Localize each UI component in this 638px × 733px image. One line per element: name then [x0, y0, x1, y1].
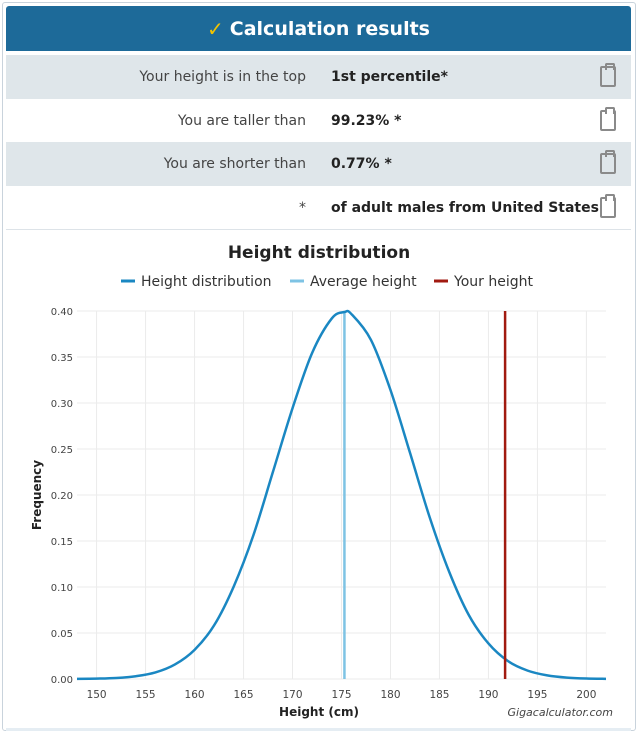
x-tick-label: 195 — [527, 689, 547, 701]
result-label: You are shorter than — [163, 156, 306, 172]
ticks: 0.00 0.05 0.10 0.15 0.20 0.25 0.30 0.35 0.40 150 1… — [51, 307, 597, 701]
result-value: of adult males from United States — [331, 200, 599, 216]
y-tick-label: 0.40 — [51, 307, 73, 318]
clipboard-icon[interactable] — [600, 63, 616, 87]
legend: Height distribution Average height Your he… — [121, 274, 533, 290]
results-title: Calculation results — [229, 17, 430, 40]
legend-label: Average height — [310, 274, 417, 290]
y-tick-label: 0.35 — [51, 353, 73, 364]
x-tick-label: 175 — [331, 689, 351, 701]
result-row-footnote: * of adult males from United States — [6, 186, 631, 230]
clipboard-icon[interactable] — [600, 107, 616, 131]
y-tick-label: 0.00 — [51, 675, 73, 686]
x-tick-label: 185 — [429, 689, 449, 701]
chart-title: Height distribution — [228, 243, 410, 263]
result-label: You are taller than — [177, 113, 306, 129]
clipboard-icon[interactable] — [600, 150, 616, 174]
x-tick-label: 200 — [576, 689, 596, 701]
y-tick-label: 0.25 — [51, 445, 73, 456]
result-row-shorter: You are shorter than 0.77% * — [6, 142, 631, 186]
watermark: Gigacalculator.com — [507, 706, 613, 719]
result-value: 99.23% * — [331, 113, 402, 129]
y-axis-label: Frequency — [30, 460, 44, 530]
x-tick-label: 165 — [234, 689, 254, 701]
result-label: Your height is in the top — [139, 69, 306, 85]
x-tick-label: 190 — [478, 689, 498, 701]
result-row-taller: You are taller than 99.23% * — [6, 99, 631, 143]
x-tick-label: 180 — [380, 689, 400, 701]
height-distribution-line — [76, 309, 607, 681]
y-tick-label: 0.30 — [51, 399, 73, 410]
x-tick-label: 155 — [136, 689, 156, 701]
y-tick-label: 0.20 — [51, 491, 73, 502]
x-axis-label: Height (cm) — [279, 705, 359, 719]
x-tick-label: 170 — [282, 689, 302, 701]
y-tick-label: 0.10 — [51, 583, 73, 594]
marks — [76, 309, 607, 681]
grid — [77, 310, 606, 680]
divider — [6, 229, 631, 230]
y-tick-label: 0.15 — [51, 537, 73, 548]
check-icon: ✓ — [207, 16, 224, 41]
result-row-percentile: Your height is in the top 1st percentile… — [6, 55, 631, 99]
bottom-bar — [6, 728, 631, 731]
result-label: * — [299, 200, 306, 216]
result-value: 1st percentile* — [331, 69, 448, 85]
legend-label: Height distribution — [141, 274, 272, 290]
results-header: ✓ Calculation results — [6, 6, 631, 51]
x-tick-label: 160 — [185, 689, 205, 701]
legend-label: Your height — [453, 274, 533, 290]
result-value: 0.77% * — [331, 156, 392, 172]
clipboard-icon[interactable] — [600, 194, 616, 218]
x-tick-label: 150 — [87, 689, 107, 701]
y-tick-label: 0.05 — [51, 629, 73, 640]
